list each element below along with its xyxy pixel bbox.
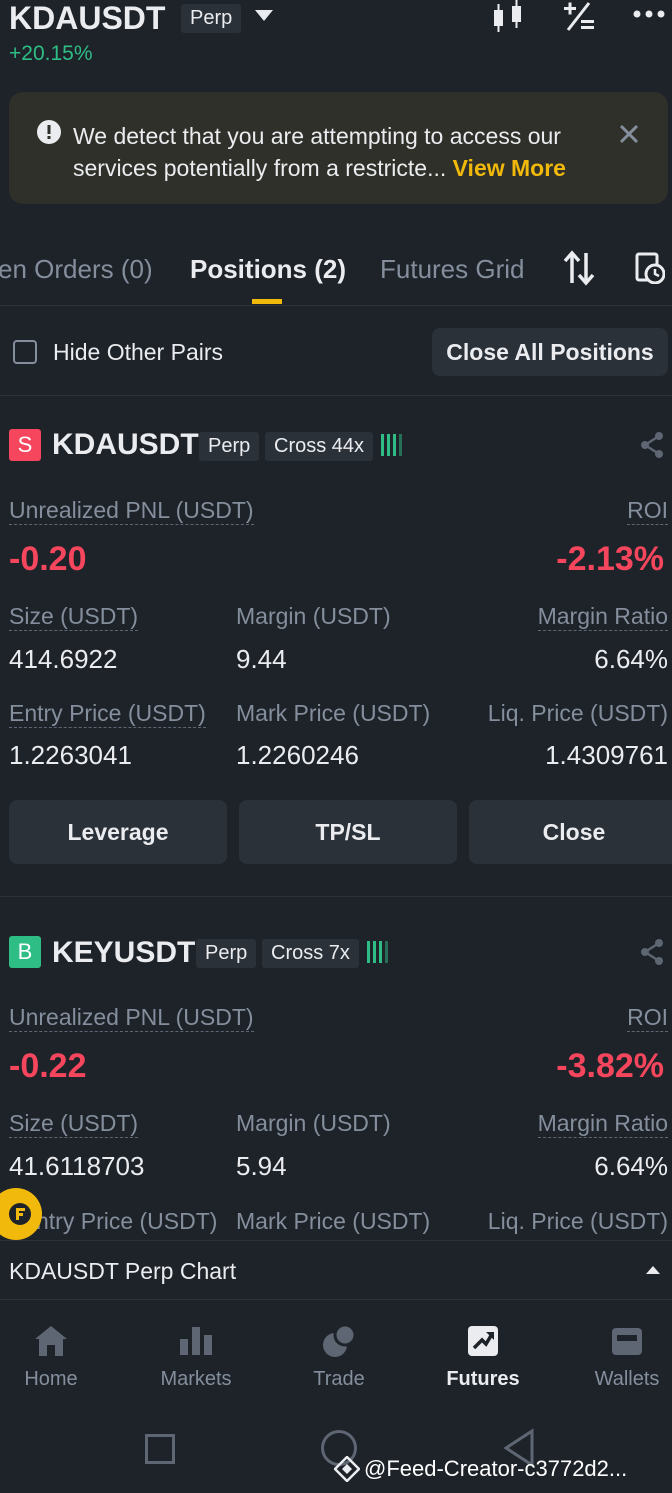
close-button[interactable]: Close: [469, 800, 672, 864]
nav-home[interactable]: Home: [0, 1320, 118, 1391]
margin-label: Margin (USDT): [236, 603, 391, 629]
signal-bars-icon: [367, 941, 388, 963]
tab-positions[interactable]: Positions (2): [190, 254, 347, 284]
nav-home-label: Home: [24, 1368, 78, 1390]
nav-trade[interactable]: Trade: [272, 1320, 406, 1391]
sort-icon[interactable]: [562, 250, 596, 286]
size-value: 414.6922: [9, 644, 118, 674]
position-card: B KEYUSDT Perp Cross 7x Unrealized PNL (…: [0, 904, 672, 1240]
hide-other-pairs-checkbox[interactable]: [13, 340, 37, 364]
close-icon[interactable]: [619, 124, 639, 144]
position-mode-tag[interactable]: Cross 44x: [265, 432, 374, 461]
home-icon: [35, 1326, 67, 1356]
position-symbol[interactable]: KEYUSDT: [52, 936, 196, 969]
wallet-icon: [612, 1328, 642, 1355]
roi-value: -3.82%: [556, 1047, 664, 1085]
liq-price-label: Liq. Price (USDT): [487, 700, 668, 726]
position-divider: [0, 896, 672, 897]
size-label[interactable]: Size (USDT): [9, 1110, 139, 1138]
chevron-up-icon[interactable]: [646, 1266, 660, 1274]
chart-bar[interactable]: KDAUSDT Perp Chart: [0, 1240, 672, 1300]
position-type-tag: Perp: [196, 939, 257, 968]
trade-icon: [323, 1323, 357, 1357]
entry-price-value: 1.2263041: [9, 740, 132, 770]
position-type-tag: Perp: [199, 432, 260, 461]
margin-ratio-label[interactable]: Margin Ratio: [537, 603, 668, 631]
header-type-tag: Perp: [181, 4, 242, 33]
share-icon[interactable]: [640, 432, 664, 458]
position-symbol[interactable]: KDAUSDT: [52, 428, 199, 461]
nav-markets-label: Markets: [160, 1368, 232, 1390]
restriction-banner: We detect that you are attempting to acc…: [9, 92, 668, 204]
share-icon[interactable]: [640, 939, 664, 965]
more-icon[interactable]: [632, 8, 666, 20]
tab-futures-grid[interactable]: Futures Grid: [380, 254, 525, 284]
roi-value: -2.13%: [556, 540, 664, 578]
roi-label[interactable]: ROI: [627, 1004, 668, 1032]
pnl-value: -0.22: [9, 1047, 87, 1085]
margin-value: 5.94: [236, 1151, 287, 1181]
header-symbol[interactable]: KDAUSDT: [9, 0, 166, 36]
hide-other-pairs-label[interactable]: Hide Other Pairs: [53, 339, 224, 365]
tab-divider: [0, 305, 672, 306]
candlestick-icon[interactable]: [490, 0, 528, 34]
header-change: +20.15%: [9, 42, 93, 65]
nav-futures-label: Futures: [446, 1368, 520, 1390]
system-nav: @Feed-Creator-c3772d2...: [0, 1408, 672, 1493]
history-icon[interactable]: [635, 252, 665, 284]
entry-price-label[interactable]: Entry Price (USDT): [9, 700, 206, 728]
assistant-icon: [9, 1203, 31, 1225]
tpsl-button[interactable]: TP/SL: [239, 800, 457, 864]
size-value: 41.6118703: [9, 1151, 145, 1181]
leverage-button[interactable]: Leverage: [9, 800, 227, 864]
header: KDAUSDT Perp +20.15%: [0, 0, 672, 80]
tab-open-orders[interactable]: en Orders (0): [0, 254, 153, 284]
entry-price-label: ntry Price (USDT): [36, 1208, 218, 1234]
floating-assistant-button[interactable]: [0, 1188, 42, 1240]
roi-label[interactable]: ROI: [627, 497, 668, 525]
signal-bars-icon: [381, 434, 402, 456]
position-mode-tag[interactable]: Cross 7x: [262, 939, 359, 968]
nav-wallets[interactable]: Wallets: [560, 1320, 672, 1391]
liq-price-label: Liq. Price (USDT): [487, 1208, 668, 1234]
banner-message: We detect that you are attempting to acc…: [73, 120, 613, 184]
chevron-down-icon[interactable]: [255, 10, 273, 21]
mark-price-value: 1.2260246: [236, 740, 359, 770]
markets-icon: [180, 1327, 212, 1355]
banner-text: We detect that you are attempting to acc…: [73, 123, 561, 181]
margin-ratio-label[interactable]: Margin Ratio: [537, 1110, 668, 1138]
tab-active-indicator: [252, 299, 282, 304]
nav-markets[interactable]: Markets: [129, 1320, 263, 1391]
watermark-text: @Feed-Creator-c3772d2...: [364, 1456, 628, 1481]
calculator-icon[interactable]: [562, 0, 596, 34]
margin-label: Margin (USDT): [236, 1110, 391, 1136]
tab-bar: en Orders (0) Positions (2) Futures Grid: [0, 240, 672, 306]
mark-price-label: Mark Price (USDT): [236, 1208, 431, 1234]
back-icon[interactable]: [502, 1428, 536, 1468]
creator-logo-icon: [334, 1456, 360, 1482]
pnl-value: -0.20: [9, 540, 87, 578]
pnl-label[interactable]: Unrealized PNL (USDT): [9, 497, 254, 525]
margin-ratio-value: 6.64%: [594, 644, 668, 674]
chart-bar-label: KDAUSDT Perp Chart: [9, 1258, 237, 1284]
liq-price-value: 1.4309761: [545, 740, 668, 770]
side-badge: B: [9, 936, 41, 968]
futures-icon: [468, 1326, 498, 1356]
position-card: S KDAUSDT Perp Cross 44x Unrealized PNL …: [0, 396, 672, 896]
filter-divider: [0, 395, 672, 396]
mark-price-label: Mark Price (USDT): [236, 700, 431, 726]
margin-value: 9.44: [236, 644, 287, 674]
size-label[interactable]: Size (USDT): [9, 603, 139, 631]
recent-apps-icon[interactable]: [145, 1434, 175, 1464]
close-all-positions-button[interactable]: Close All Positions: [432, 328, 668, 376]
nav-trade-label: Trade: [313, 1368, 365, 1390]
side-badge: S: [9, 429, 41, 461]
margin-ratio-value: 6.64%: [594, 1151, 668, 1181]
pnl-label[interactable]: Unrealized PNL (USDT): [9, 1004, 254, 1032]
nav-futures[interactable]: Futures: [416, 1320, 550, 1391]
view-more-link[interactable]: View More: [452, 155, 566, 181]
alert-icon: [37, 120, 61, 144]
nav-wallets-label: Wallets: [594, 1368, 660, 1390]
